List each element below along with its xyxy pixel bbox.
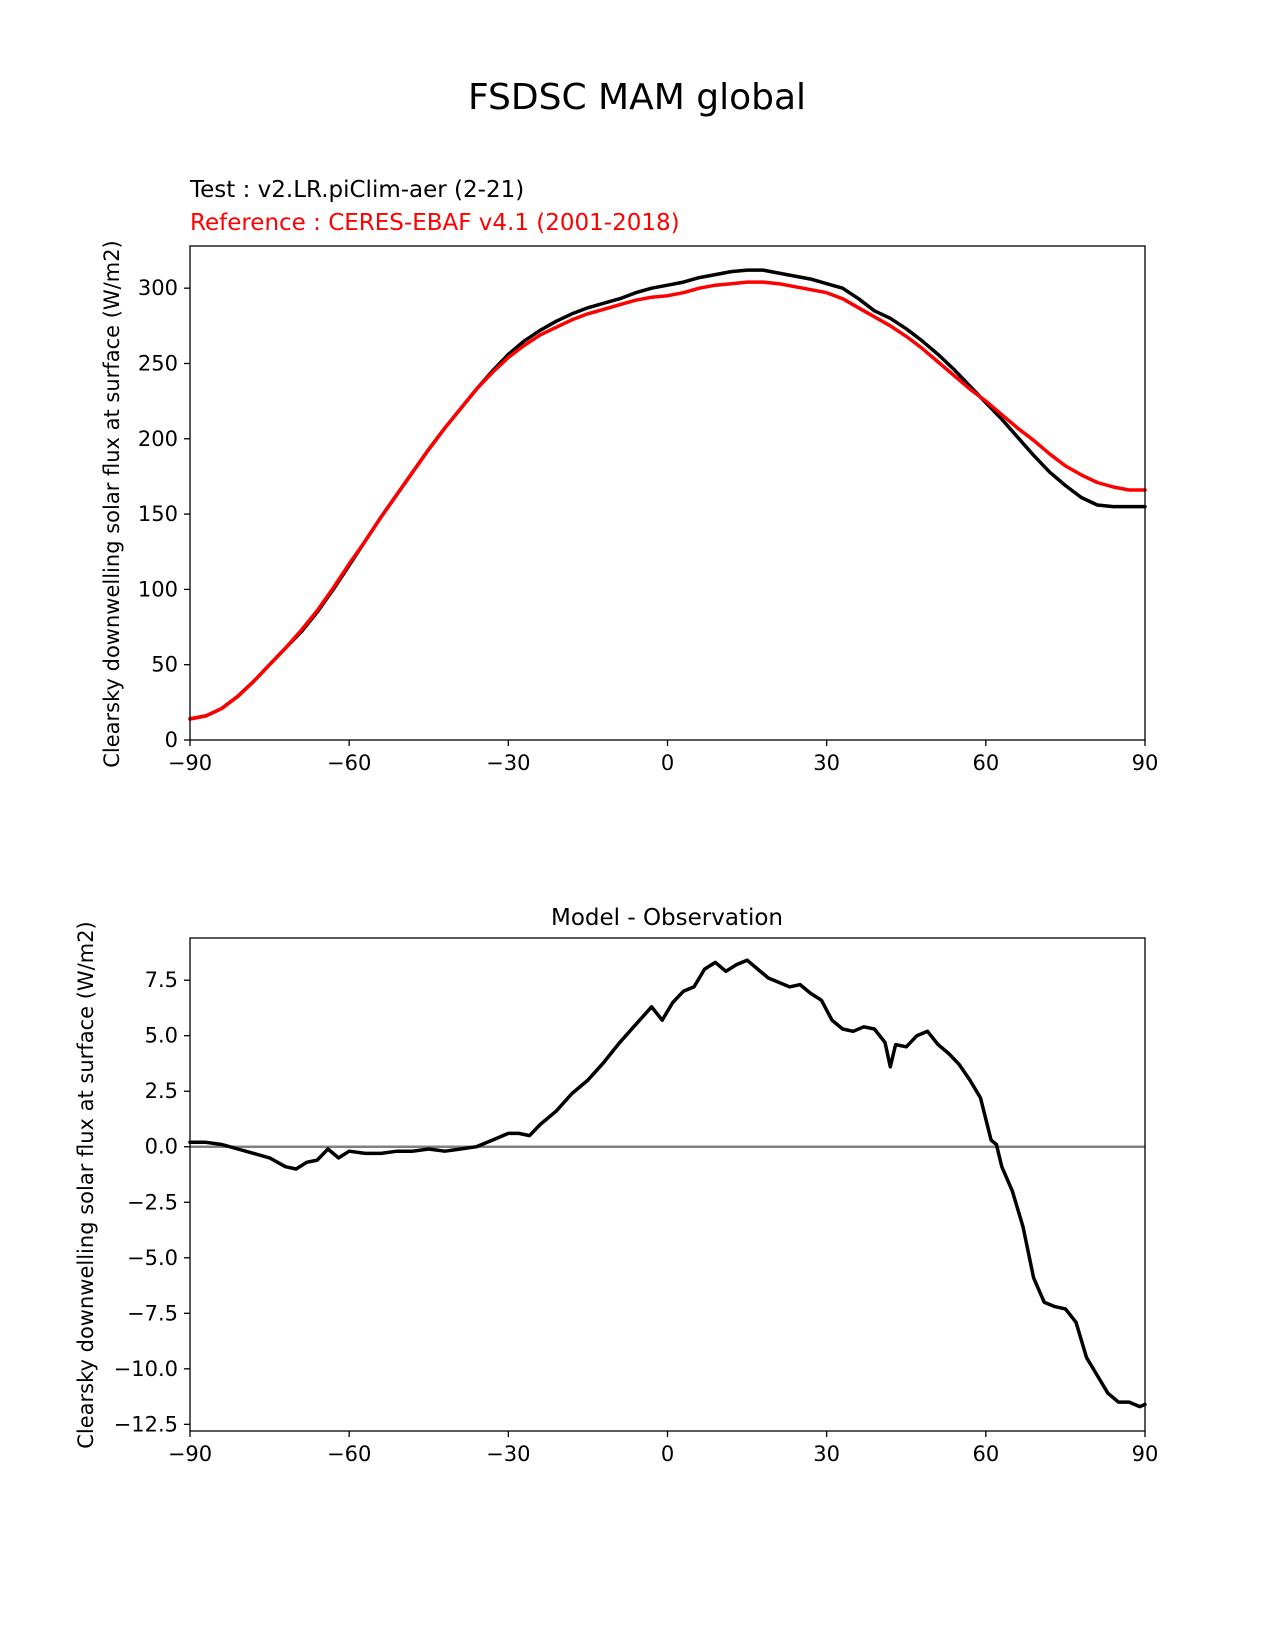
top-y-tick-label: 50	[151, 653, 178, 677]
bottom-x-tick-label: −60	[327, 1442, 371, 1466]
figure-title: FSDSC MAM global	[468, 77, 806, 118]
bottom-x-tick-label: 60	[972, 1442, 999, 1466]
top-y-tick-label: 300	[138, 276, 178, 300]
reference-label: Reference : CERES-EBAF v4.1 (2001-2018)	[190, 210, 680, 236]
top-reference-line	[188, 280, 1147, 721]
bottom-panel-title: Model - Observation	[551, 905, 783, 931]
bottom-y-tick-label: −12.5	[114, 1412, 178, 1436]
bottom-x-tick-label: 30	[813, 1442, 840, 1466]
bottom-y-tick-label: 5.0	[145, 1024, 178, 1048]
top-x-tick-label: −90	[168, 751, 212, 775]
bottom-x-tick-label: 90	[1132, 1442, 1159, 1466]
top-y-tick-label: 0	[165, 728, 178, 752]
top-y-axis-label: Clearsky downwelling solar flux at surfa…	[100, 240, 124, 768]
top-plot-area: −90 −60 −30 0 30 60 90 0 50 100 150 200 250 300	[138, 268, 1159, 775]
bottom-panel: Model - Observation Clearsky downwelling…	[74, 905, 1158, 1466]
bottom-y-tick-label: 7.5	[145, 968, 178, 992]
bottom-y-tick-label: 2.5	[145, 1079, 178, 1103]
bottom-plot-area: −90 −60 −30 0 30 60 90 −12.5 −10.0 −7.5 −5.0 −2.5 0.…	[114, 958, 1159, 1466]
bottom-difference-line	[188, 958, 1147, 1409]
top-x-tick-label: 0	[661, 751, 674, 775]
top-y-tick-label: 100	[138, 577, 178, 601]
top-plot-frame	[189, 245, 1146, 741]
top-x-tick-label: 30	[813, 751, 840, 775]
top-panel: Test : v2.LR.piClim-aer (2-21) Reference…	[100, 177, 1158, 775]
top-y-tick-label: 150	[138, 502, 178, 526]
top-x-tick-label: 60	[972, 751, 999, 775]
bottom-y-tick-label: 0.0	[145, 1135, 178, 1159]
bottom-y-axis-label: Clearsky downwelling solar flux at surfa…	[74, 921, 98, 1449]
top-x-tick-label: −30	[486, 751, 530, 775]
bottom-plot-frame	[189, 937, 1146, 1432]
top-y-tick-label: 250	[138, 351, 178, 375]
bottom-x-tick-label: −30	[486, 1442, 530, 1466]
bottom-y-tick-label: −2.5	[127, 1190, 178, 1214]
top-x-tick-label: −60	[327, 751, 371, 775]
top-x-tick-label: 90	[1132, 751, 1159, 775]
top-test-line	[188, 268, 1147, 721]
bottom-y-tick-label: −10.0	[114, 1357, 178, 1381]
bottom-y-tick-label: −7.5	[127, 1301, 178, 1325]
bottom-y-tick-label: −5.0	[127, 1246, 178, 1270]
test-label: Test : v2.LR.piClim-aer (2-21)	[189, 177, 524, 203]
top-y-tick-label: 200	[138, 427, 178, 451]
bottom-x-tick-label: −90	[168, 1442, 212, 1466]
bottom-x-tick-label: 0	[661, 1442, 674, 1466]
